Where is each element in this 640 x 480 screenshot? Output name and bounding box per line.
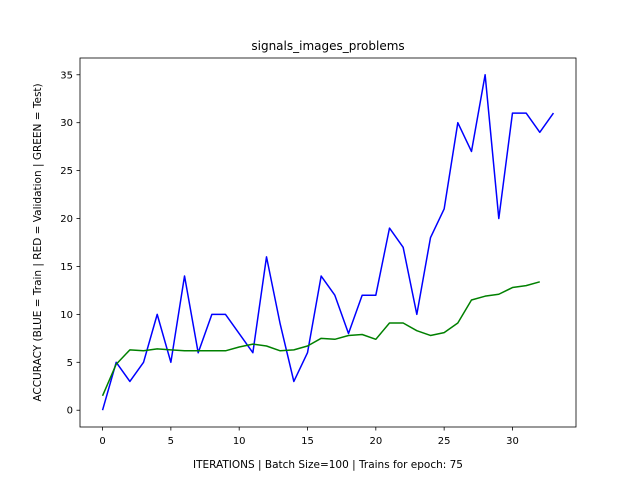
x-tick-label: 5 [168, 436, 174, 447]
y-tick-label: 20 [60, 214, 73, 225]
y-tick-label: 0 [67, 406, 73, 417]
series-line-0 [101, 74, 555, 411]
y-axis-label: ACCURACY (BLUE = Train | RED = Validatio… [32, 83, 44, 401]
y-tick-label: 5 [67, 358, 73, 369]
x-tick-label: 30 [506, 436, 519, 447]
series-line-1 [101, 281, 540, 397]
x-tick-label: 0 [99, 436, 105, 447]
y-tick-label: 15 [60, 262, 73, 273]
x-tick-label: 20 [369, 436, 382, 447]
x-tick-label: 10 [233, 436, 246, 447]
y-tick-label: 35 [60, 70, 73, 81]
y-tick-label: 30 [60, 118, 73, 129]
x-tick-label: 15 [301, 436, 314, 447]
axis-ticks: 0 5 10 15 20 25 30 0 5 10 15 20 25 30 35 [60, 70, 519, 447]
plot-frame [79, 57, 577, 428]
y-tick-label: 25 [60, 166, 73, 177]
x-axis-label: ITERATIONS | Batch Size=100 | Trains for… [193, 459, 463, 471]
chart-title: signals_images_problems [251, 39, 404, 53]
plot-area [101, 74, 555, 411]
y-tick-label: 10 [60, 310, 73, 321]
x-tick-label: 25 [438, 436, 451, 447]
